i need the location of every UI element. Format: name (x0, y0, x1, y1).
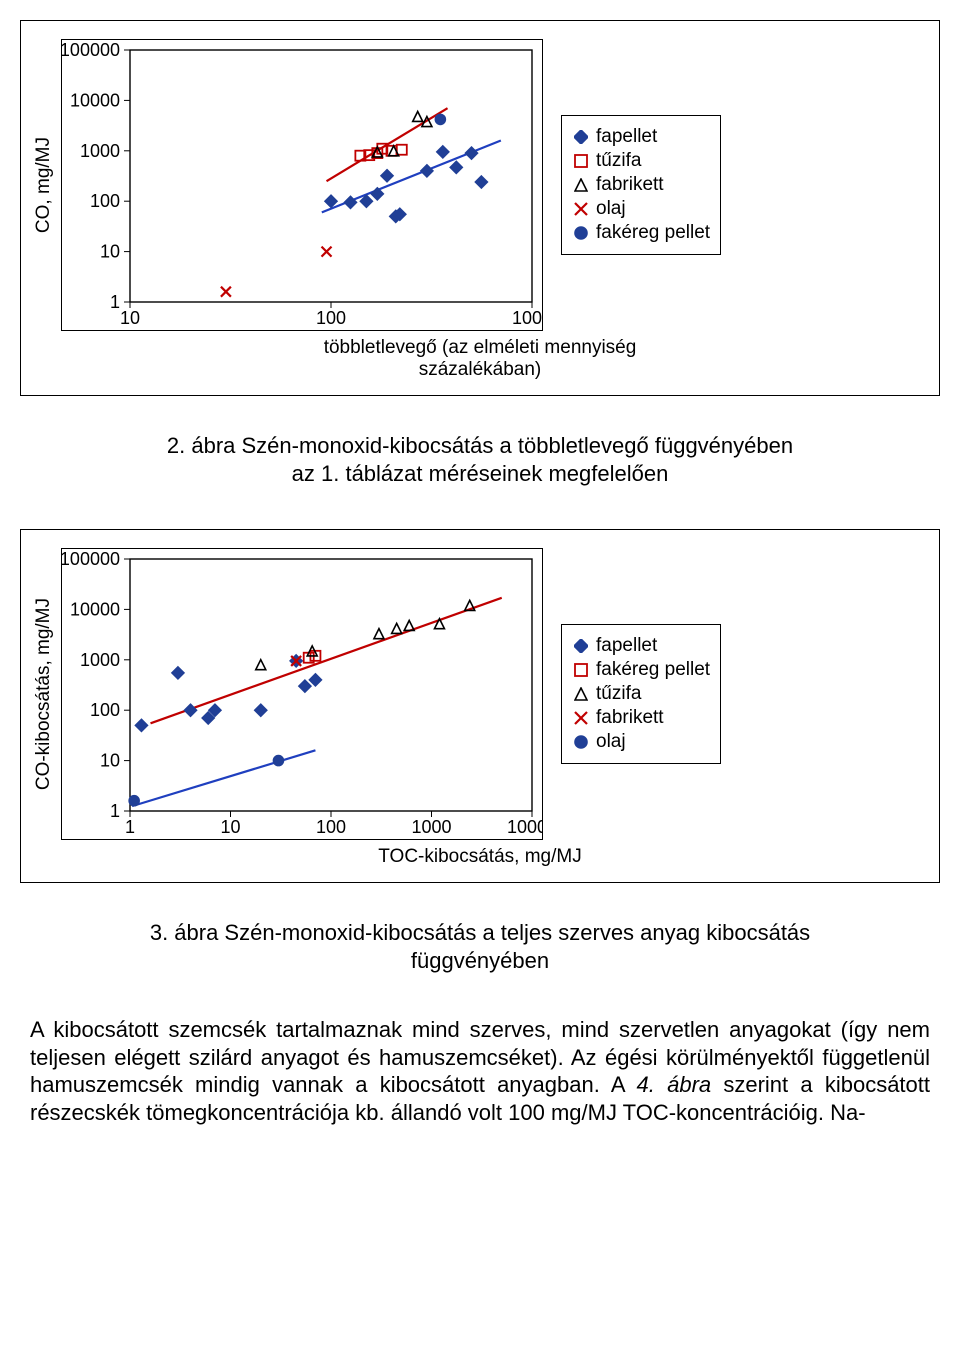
svg-text:10: 10 (100, 751, 120, 771)
chart-1-xlabel: többletlevegő (az elméleti mennyiségszáz… (33, 337, 927, 381)
legend-item: tűzifa (572, 150, 710, 172)
svg-text:1000: 1000 (411, 817, 451, 837)
legend-item: fabrikett (572, 707, 710, 729)
svg-text:1000: 1000 (512, 308, 543, 328)
chart-1-plot: 110100100010000100000101001000 (61, 39, 543, 331)
legend-item: olaj (572, 198, 710, 220)
legend-label: fabrikett (596, 174, 664, 196)
legend-label: fabrikett (596, 707, 664, 729)
legend-item: fapellet (572, 126, 710, 148)
legend-label: tűzifa (596, 683, 641, 705)
chart-1-container: CO, mg/MJ 110100100010000100000101001000… (20, 20, 940, 396)
chart-2-container: CO-kibocsátás, mg/MJ 1 10 100 1000 10000 1000… (20, 529, 940, 883)
svg-text:10000: 10000 (70, 599, 120, 619)
svg-text:1: 1 (110, 292, 120, 312)
legend-item: fakéreg pellet (572, 659, 710, 681)
legend-item: fapellet (572, 635, 710, 657)
svg-text:100: 100 (316, 308, 346, 328)
chart-1-legend: fapellettűzifafabrikettolajfakéreg pelle… (561, 115, 721, 255)
legend-label: olaj (596, 731, 626, 753)
svg-text:100: 100 (90, 191, 120, 211)
svg-text:100000: 100000 (61, 549, 120, 569)
legend-label: olaj (596, 198, 626, 220)
svg-text:1000: 1000 (80, 650, 120, 670)
body-paragraph: A kibocsátott szemcsék tartalmaznak mind… (30, 1016, 930, 1126)
chart-2-xlabel: TOC-kibocsátás, mg/MJ (33, 846, 927, 868)
legend-label: fapellet (596, 635, 657, 657)
svg-text:10000: 10000 (70, 90, 120, 110)
legend-item: fakéreg pellet (572, 222, 710, 244)
chart-2-legend: fapelletfakéreg pellettűzifafabrikettola… (561, 624, 721, 764)
caption-2: 3. ábra Szén-monoxid-kibocsátás a teljes… (60, 919, 900, 974)
legend-item: fabrikett (572, 174, 710, 196)
chart-2-ylabel: CO-kibocsátás, mg/MJ (33, 598, 55, 790)
legend-item: tűzifa (572, 683, 710, 705)
legend-label: tűzifa (596, 150, 641, 172)
svg-text:10: 10 (100, 242, 120, 262)
svg-text:100: 100 (316, 817, 346, 837)
legend-label: fakéreg pellet (596, 222, 710, 244)
svg-text:10: 10 (220, 817, 240, 837)
legend-label: fakéreg pellet (596, 659, 710, 681)
svg-text:100: 100 (90, 700, 120, 720)
svg-text:1000: 1000 (80, 141, 120, 161)
chart-2-plot: 1 10 100 1000 10000 100000 1 10 100 1000 10000 (61, 548, 543, 840)
legend-label: fapellet (596, 126, 657, 148)
caption-1: 2. ábra Szén-monoxid-kibocsátás a többle… (60, 432, 900, 487)
legend-item: olaj (572, 731, 710, 753)
svg-text:10000: 10000 (507, 817, 543, 837)
svg-text:1: 1 (125, 817, 135, 837)
chart-1-ylabel: CO, mg/MJ (33, 137, 55, 233)
svg-text:100000: 100000 (61, 40, 120, 60)
svg-text:10: 10 (120, 308, 140, 328)
svg-text:1: 1 (110, 801, 120, 821)
